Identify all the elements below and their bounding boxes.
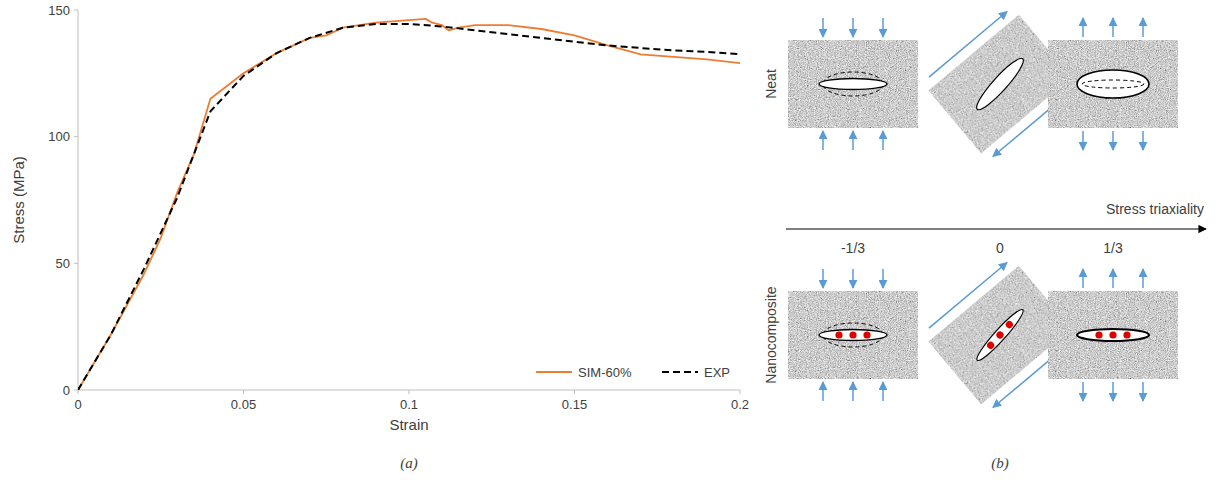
- nanoparticle: [986, 340, 996, 350]
- legend-label: SIM-60%: [578, 365, 632, 380]
- y-axis-title: Stress (MPa): [10, 156, 27, 244]
- x-tick: [78, 390, 79, 394]
- load-arrow: [822, 382, 824, 401]
- x-axis-title: Strain: [389, 416, 428, 433]
- void: [1077, 329, 1149, 341]
- load-arrow: [929, 263, 1007, 329]
- tension-cell: [1048, 18, 1178, 150]
- x-tick-label: 0.2: [731, 397, 749, 412]
- y-tick: [74, 10, 78, 11]
- nanoparticle: [1109, 331, 1116, 338]
- initial-void: [1082, 80, 1144, 88]
- row-label: Nanocomposite: [763, 286, 779, 383]
- axis-label: Stress triaxiality: [1106, 201, 1204, 217]
- load-arrow: [1142, 131, 1144, 150]
- legend-swatch: [662, 371, 698, 373]
- y-tick-label: 150: [48, 3, 70, 18]
- matrix-block: [788, 40, 918, 128]
- x-tick-label: 0.1: [400, 397, 418, 412]
- load-arrow: [1082, 382, 1084, 401]
- void: [973, 306, 1027, 364]
- series-line: [78, 24, 740, 390]
- axis-tick-label: 1/3: [1103, 240, 1123, 256]
- load-arrow: [1142, 382, 1144, 401]
- nanoparticle: [1095, 331, 1102, 338]
- load-arrow: [822, 269, 824, 288]
- nanoparticle: [995, 330, 1005, 340]
- x-tick-label: 0.05: [231, 397, 256, 412]
- load-arrow: [1142, 18, 1144, 37]
- y-tick: [74, 263, 78, 264]
- load-arrow: [882, 382, 884, 401]
- axis-tick-label: 0: [996, 240, 1004, 256]
- x-tick: [243, 390, 244, 394]
- figure: 0 0.05 0.1 0.15 0.2 0 50 100 150 Strain Stress (MP…: [0, 0, 1217, 484]
- void: [972, 54, 1028, 114]
- legend-item: EXP: [662, 365, 730, 380]
- x-tick-label: 0.15: [562, 397, 587, 412]
- void-group: [973, 306, 1027, 364]
- nanoparticle: [849, 331, 856, 338]
- axis-tick-label: -1/3: [841, 240, 865, 256]
- compression-cell: [788, 269, 918, 401]
- void-group: [972, 54, 1028, 114]
- nanoparticle: [863, 331, 870, 338]
- void: [819, 330, 887, 341]
- x-tick: [574, 390, 575, 394]
- load-arrow: [1112, 131, 1114, 150]
- load-arrow: [852, 382, 854, 401]
- y-axis-line: [78, 10, 79, 390]
- matrix-block: [788, 291, 918, 379]
- legend-item: SIM-60%: [536, 365, 632, 380]
- load-arrow: [882, 269, 884, 288]
- legend-swatch: [536, 371, 572, 373]
- legend: SIM-60% EXP: [536, 365, 730, 380]
- y-tick-label: 0: [63, 383, 70, 398]
- x-tick-label: 0: [74, 397, 81, 412]
- load-arrow: [1142, 269, 1144, 288]
- compression-cell: [788, 18, 918, 150]
- legend-label: EXP: [704, 365, 730, 380]
- matrix-block: [1048, 40, 1178, 128]
- panel-label: (a): [400, 455, 418, 472]
- load-arrow: [1112, 269, 1114, 288]
- panel-label: (b): [991, 455, 1009, 472]
- diagram: Neat Nanocomposite Stress triaxiality -1/3 0…: [763, 7, 1206, 412]
- nanoparticle: [1004, 320, 1014, 330]
- load-arrow: [1112, 18, 1114, 37]
- x-tick: [740, 390, 741, 394]
- tension-cell: [1048, 269, 1178, 401]
- nanoparticle: [1123, 331, 1130, 338]
- axes: 0 0.05 0.1 0.15 0.2 0 50 100 150: [48, 3, 749, 413]
- matrix-block: [1048, 291, 1178, 379]
- nanoparticle: [835, 331, 842, 338]
- load-arrow: [822, 131, 824, 150]
- plot-area: [78, 19, 740, 390]
- load-arrow: [1082, 269, 1084, 288]
- load-arrow: [1082, 131, 1084, 150]
- load-arrow: [852, 18, 854, 37]
- load-arrow: [822, 18, 824, 37]
- x-tick: [409, 390, 410, 394]
- load-arrow: [1082, 18, 1084, 37]
- load-arrow: [852, 269, 854, 288]
- load-arrow: [929, 12, 1007, 78]
- row-label: Neat: [763, 69, 779, 99]
- load-arrow: [1112, 382, 1114, 401]
- series-line: [78, 19, 740, 390]
- y-tick: [74, 136, 78, 137]
- y-tick-label: 100: [48, 129, 70, 144]
- load-arrow: [852, 131, 854, 150]
- load-arrow: [882, 131, 884, 150]
- load-arrow: [882, 18, 884, 37]
- void: [819, 79, 887, 90]
- triaxiality-axis: [786, 228, 1206, 229]
- y-tick-label: 50: [56, 256, 70, 271]
- y-tick: [74, 390, 78, 391]
- void: [1077, 70, 1149, 98]
